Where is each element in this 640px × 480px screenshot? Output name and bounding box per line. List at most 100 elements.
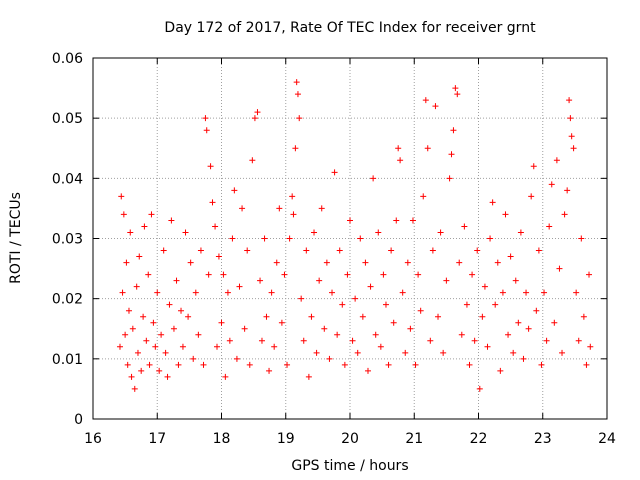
data-point xyxy=(122,331,129,338)
data-point xyxy=(233,355,240,362)
data-point xyxy=(220,271,227,278)
x-axis-title: GPS time / hours xyxy=(291,458,408,474)
data-point xyxy=(489,199,496,206)
data-point xyxy=(479,313,486,320)
data-point xyxy=(326,355,333,362)
data-point xyxy=(278,319,285,326)
data-point xyxy=(329,289,336,296)
data-point xyxy=(587,343,594,350)
data-point xyxy=(446,175,453,182)
data-point xyxy=(286,235,293,242)
data-point xyxy=(395,145,402,152)
data-point xyxy=(173,277,180,284)
data-point xyxy=(202,115,209,122)
y-tick-label: 0.03 xyxy=(52,232,83,248)
data-point xyxy=(170,325,177,332)
data-point xyxy=(362,259,369,266)
data-point xyxy=(236,283,243,290)
data-point xyxy=(197,247,204,254)
data-point xyxy=(140,313,147,320)
data-point xyxy=(336,247,343,254)
data-point xyxy=(187,259,194,266)
data-point xyxy=(263,313,270,320)
y-tick-label: 0 xyxy=(74,412,83,428)
data-point xyxy=(244,247,251,254)
data-point xyxy=(141,223,148,230)
data-point xyxy=(254,109,261,116)
data-point xyxy=(357,235,364,242)
data-point xyxy=(321,325,328,332)
data-point xyxy=(456,259,463,266)
data-point xyxy=(214,343,221,350)
data-point xyxy=(119,289,126,296)
data-point xyxy=(407,325,414,332)
data-point xyxy=(474,247,481,254)
data-point xyxy=(415,271,422,278)
data-point xyxy=(266,367,273,374)
data-point xyxy=(402,349,409,356)
data-point xyxy=(573,289,580,296)
data-point xyxy=(380,271,387,278)
data-point xyxy=(182,229,189,236)
data-point xyxy=(568,133,575,140)
data-point xyxy=(249,157,256,164)
data-point xyxy=(566,97,573,104)
data-point xyxy=(559,349,566,356)
x-tick-label: 18 xyxy=(213,431,231,447)
data-point xyxy=(578,235,585,242)
data-point xyxy=(525,325,532,332)
axis-ticks xyxy=(92,57,608,420)
data-point xyxy=(443,277,450,284)
data-point xyxy=(125,307,132,314)
data-point xyxy=(517,229,524,236)
data-point xyxy=(507,253,514,260)
data-point xyxy=(452,85,459,92)
tick-labels: 16 17 18 19 20 21 22 23 24 0 0.01 0.02 0.03 0.04 0.05 0… xyxy=(52,51,616,447)
data-point xyxy=(575,337,582,344)
data-point xyxy=(131,385,138,392)
data-point xyxy=(409,217,416,224)
data-point xyxy=(388,247,395,254)
data-point xyxy=(185,313,192,320)
data-point xyxy=(143,337,150,344)
data-point xyxy=(476,385,483,392)
data-point xyxy=(175,361,182,368)
data-point xyxy=(215,253,222,260)
data-point xyxy=(424,145,431,152)
data-point xyxy=(128,373,135,380)
data-point xyxy=(316,277,323,284)
data-point xyxy=(427,337,434,344)
data-point xyxy=(535,247,542,254)
data-point xyxy=(417,307,424,314)
data-point xyxy=(466,361,473,368)
data-point xyxy=(318,205,325,212)
data-point xyxy=(551,319,558,326)
roti-points xyxy=(116,79,594,392)
y-tick-label: 0.04 xyxy=(52,171,83,187)
y-tick-label: 0.05 xyxy=(52,111,83,127)
grid-lines xyxy=(93,58,607,419)
data-point xyxy=(583,361,590,368)
data-point xyxy=(246,361,253,368)
data-point xyxy=(382,301,389,308)
data-point xyxy=(298,295,305,302)
data-point xyxy=(520,355,527,362)
data-point xyxy=(138,367,145,374)
x-tick-label: 17 xyxy=(148,431,166,447)
data-point xyxy=(359,313,366,320)
data-point xyxy=(385,361,392,368)
data-point xyxy=(364,367,371,374)
data-point xyxy=(375,229,382,236)
x-tick-label: 22 xyxy=(470,431,488,447)
data-point xyxy=(124,361,131,368)
x-tick-label: 23 xyxy=(534,431,552,447)
data-point xyxy=(570,145,577,152)
data-point xyxy=(200,361,207,368)
data-point xyxy=(471,337,478,344)
y-tick-label: 0.02 xyxy=(52,292,83,308)
data-point xyxy=(195,331,202,338)
x-tick-label: 21 xyxy=(405,431,423,447)
y-axis-title: ROTI / TECUs xyxy=(8,192,24,284)
data-point xyxy=(450,127,457,134)
